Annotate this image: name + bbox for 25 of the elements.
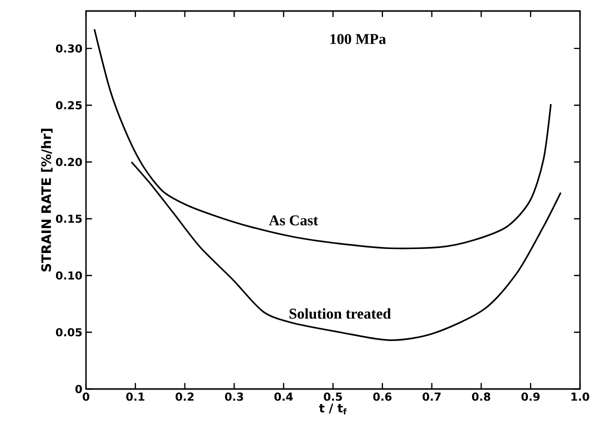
y-tick-label: 0.10 (56, 271, 82, 280)
x-tick-label: 0.4 (274, 392, 293, 401)
y-tick-label: 0.20 (56, 158, 82, 166)
line-series (130, 161, 562, 341)
x-tick-label: 0.2 (176, 392, 194, 401)
y-tick-label: 0.25 (56, 101, 82, 110)
x-tick-label: 0.6 (373, 392, 392, 401)
x-tick-label: 0.1 (126, 392, 144, 401)
y-tick-label: 0.15 (56, 214, 82, 223)
y-axis-title: STRAIN RATE [%/hr] (41, 128, 53, 272)
y-tick-label: 0.05 (56, 328, 82, 336)
line-series (94, 28, 552, 250)
series-label: Solution treated (290, 308, 391, 319)
y-tick-label: 0.30 (56, 44, 82, 53)
x-tick-label: 0 (82, 392, 90, 401)
x-tick-label: 0.8 (472, 392, 490, 401)
text: 100 MPa (330, 34, 386, 44)
x-axis-title: t / t$_{f}$ (319, 404, 347, 414)
x-tick-label: 0.5 (324, 392, 342, 401)
x-tick-label: 0.7 (422, 392, 441, 401)
x-tick-label: 0.9 (521, 392, 540, 401)
x-tick-label: 0.3 (225, 392, 244, 401)
series-label: As Cast (268, 215, 318, 226)
x-tick-label: 1.0 (572, 392, 590, 401)
y-tick-label: 0 (75, 384, 82, 394)
